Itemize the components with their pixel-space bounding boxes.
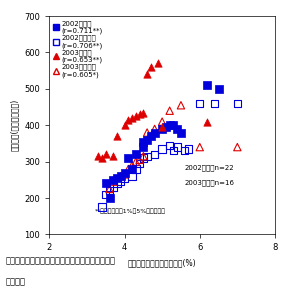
Point bbox=[118, 179, 123, 184]
Point bbox=[134, 152, 138, 157]
Point bbox=[205, 119, 210, 124]
Text: 関係: 関係 bbox=[6, 277, 26, 286]
Point bbox=[145, 154, 149, 159]
Point bbox=[160, 127, 164, 131]
Point bbox=[111, 185, 116, 190]
Point bbox=[179, 130, 183, 135]
Point bbox=[130, 174, 134, 178]
Point bbox=[118, 174, 123, 178]
Point bbox=[115, 134, 119, 139]
Point bbox=[122, 123, 127, 128]
Point bbox=[235, 145, 240, 149]
Point bbox=[168, 143, 172, 148]
Point bbox=[130, 163, 134, 168]
Point bbox=[115, 176, 119, 180]
Point bbox=[137, 157, 142, 162]
Point bbox=[122, 176, 127, 180]
Point bbox=[111, 178, 116, 182]
Point bbox=[134, 114, 138, 118]
Point bbox=[137, 112, 142, 117]
Point bbox=[160, 125, 164, 130]
Point bbox=[171, 148, 176, 153]
Point bbox=[111, 179, 116, 184]
Point bbox=[197, 145, 202, 149]
Point bbox=[182, 148, 187, 153]
Legend: 2002年産畑
(r=0.711**), 2002年産水田
(r=0.706**), 2003年産畑
(r=0.653**), 2003年産水田
(r=0.60: 2002年産畑 (r=0.711**), 2002年産水田 (r=0.706**… bbox=[53, 20, 104, 79]
Point bbox=[152, 127, 157, 131]
Text: 2003年産：n=16: 2003年産：n=16 bbox=[185, 179, 235, 186]
Point bbox=[100, 205, 104, 209]
Point bbox=[107, 188, 112, 193]
Point bbox=[126, 117, 131, 122]
Point bbox=[164, 125, 168, 130]
Point bbox=[126, 166, 131, 171]
Point bbox=[152, 130, 157, 135]
Text: 図２　胸乳アラビノキシラン含量と硬軟質性との: 図２ 胸乳アラビノキシラン含量と硬軟質性との bbox=[6, 257, 116, 266]
Point bbox=[122, 170, 127, 175]
Point bbox=[213, 101, 217, 106]
Point bbox=[160, 119, 164, 124]
Point bbox=[111, 154, 116, 159]
Text: 2002年産：n=22: 2002年産：n=22 bbox=[185, 164, 234, 171]
Point bbox=[145, 130, 149, 135]
Point bbox=[145, 137, 149, 142]
Point bbox=[130, 116, 134, 120]
Point bbox=[152, 152, 157, 157]
Point bbox=[156, 61, 161, 66]
Point bbox=[179, 103, 183, 108]
Y-axis label: 硬軟質性(掜精時間：秒): 硬軟質性(掜精時間：秒) bbox=[10, 99, 19, 151]
Point bbox=[115, 181, 119, 186]
Point bbox=[175, 127, 179, 131]
Point bbox=[235, 101, 240, 106]
Point bbox=[130, 166, 134, 171]
Point bbox=[96, 154, 100, 159]
Point bbox=[141, 154, 146, 159]
Point bbox=[141, 156, 146, 160]
X-axis label: 胸乳アラビノキシラン含量(%): 胸乳アラビノキシラン含量(%) bbox=[128, 258, 197, 267]
Point bbox=[103, 192, 108, 197]
Point bbox=[107, 196, 112, 200]
Point bbox=[103, 181, 108, 186]
Point bbox=[171, 123, 176, 128]
Point bbox=[145, 72, 149, 77]
Point bbox=[100, 156, 104, 160]
Point bbox=[134, 166, 138, 171]
Point bbox=[149, 134, 153, 139]
Point bbox=[168, 108, 172, 113]
Point bbox=[197, 101, 202, 106]
Point bbox=[160, 146, 164, 151]
Point bbox=[103, 152, 108, 157]
Point bbox=[137, 161, 142, 166]
Point bbox=[134, 159, 138, 164]
Point bbox=[107, 187, 112, 191]
Point bbox=[168, 123, 172, 128]
Point bbox=[126, 156, 131, 160]
Point bbox=[149, 65, 153, 69]
Point bbox=[186, 146, 191, 151]
Point bbox=[205, 83, 210, 88]
Point bbox=[118, 174, 123, 178]
Text: **＊：それぞれ1%，5%水準で有意: **＊：それぞれ1%，5%水準で有意 bbox=[94, 208, 166, 214]
Point bbox=[175, 145, 179, 149]
Point bbox=[141, 110, 146, 115]
Point bbox=[141, 139, 146, 144]
Point bbox=[141, 145, 146, 149]
Point bbox=[216, 86, 221, 91]
Point bbox=[122, 172, 127, 177]
